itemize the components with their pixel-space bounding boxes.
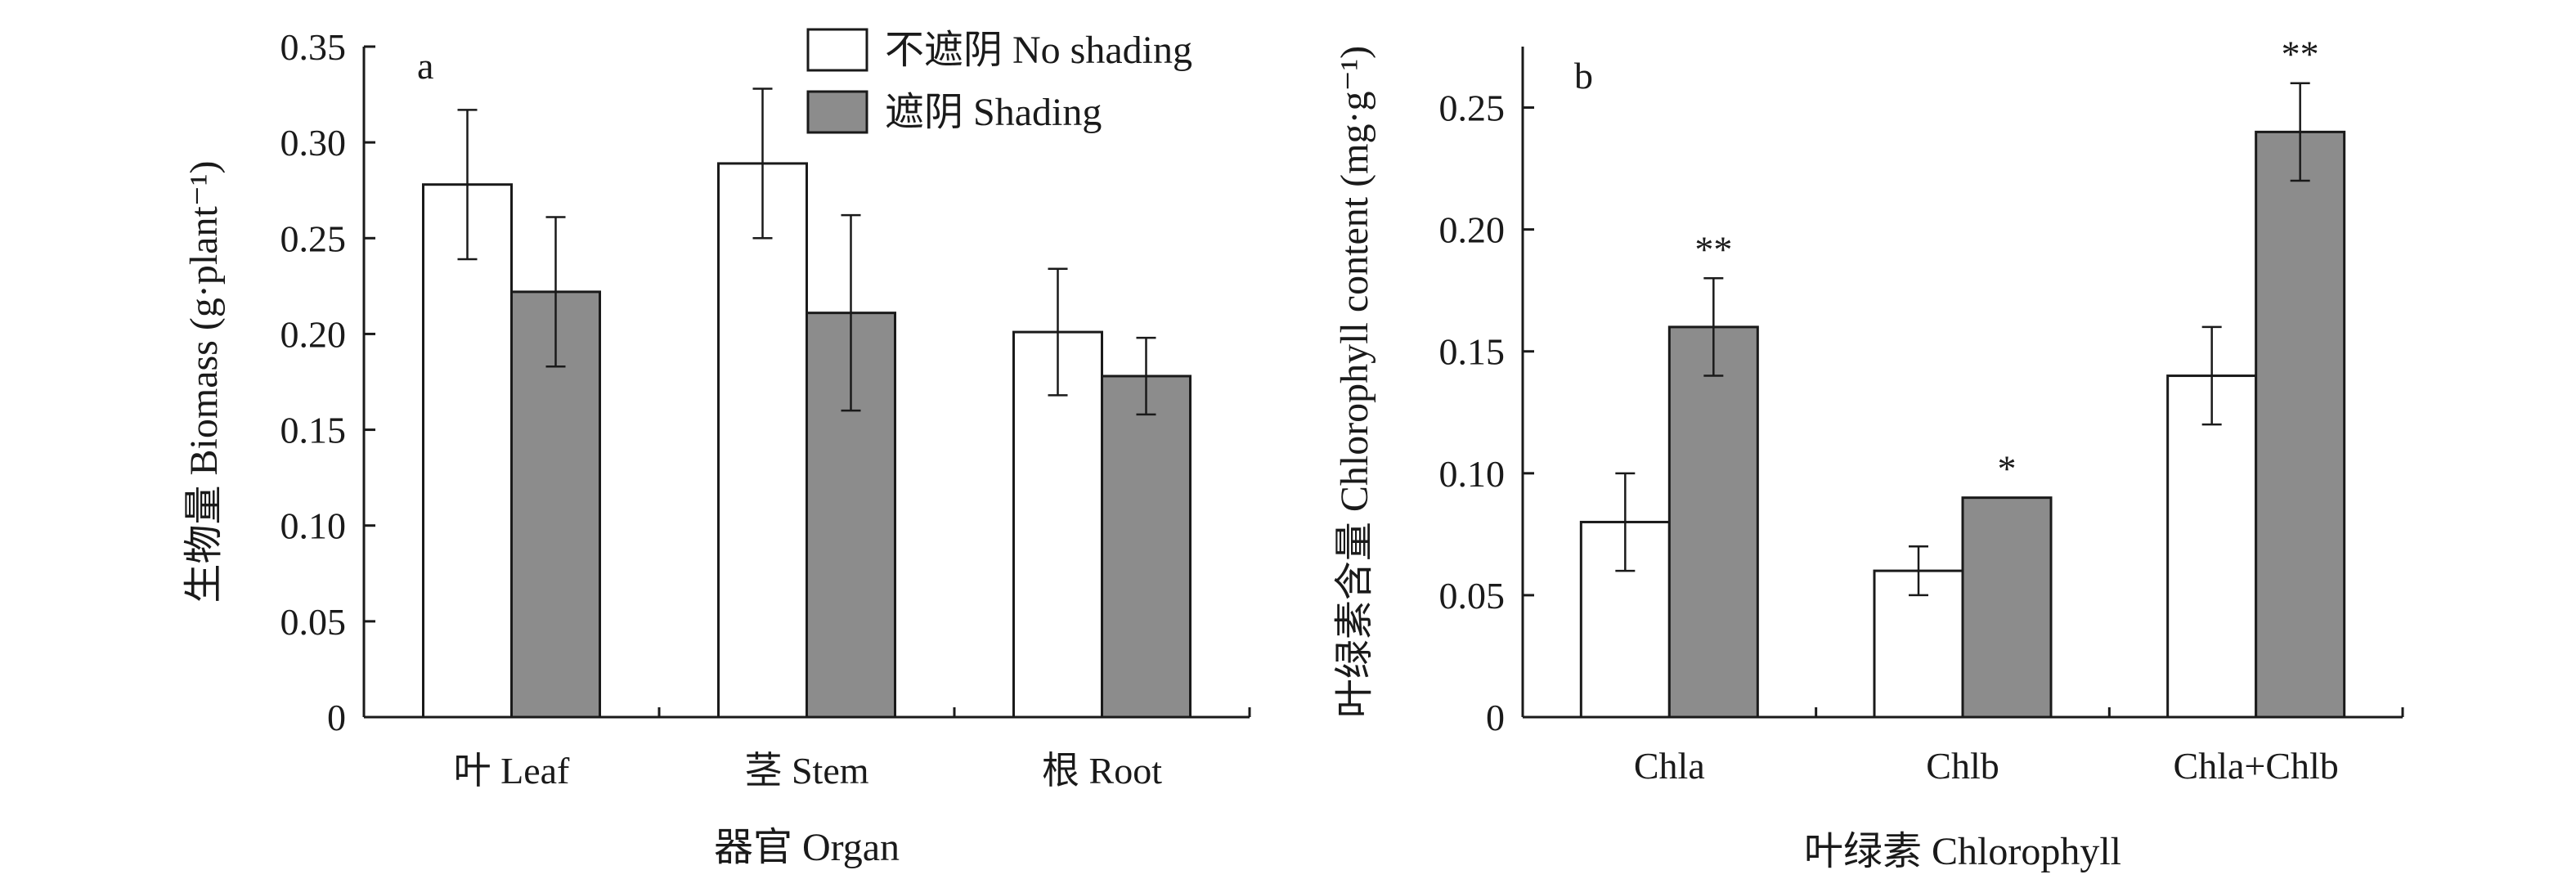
y-tick-label: 0.15 xyxy=(1439,331,1506,373)
x-tick-label: 根 Root xyxy=(1042,750,1162,792)
legend: 不遮阴 No shading 遮阴 Shading xyxy=(806,28,1192,134)
x-axis-title: 叶绿素 Chlorophyll xyxy=(1804,830,2121,873)
x-tick-label: 叶 Leaf xyxy=(454,750,570,792)
y-tick-label: 0.10 xyxy=(1439,453,1506,495)
significance-label: * xyxy=(1998,448,2017,490)
y-tick-label: 0 xyxy=(327,697,346,738)
bar-no-shading xyxy=(422,183,513,719)
y-tick-label: 0.25 xyxy=(280,218,347,259)
y-tick-label: 0.35 xyxy=(280,26,347,68)
legend-swatch xyxy=(806,90,868,134)
y-tick-label: 0.20 xyxy=(1439,209,1506,251)
panel-label: a xyxy=(417,45,433,87)
y-tick-label: 0 xyxy=(1486,697,1505,738)
x-tick-label: Chla xyxy=(1634,745,1705,787)
y-axis-title: 生物量 Biomass (g·plant⁻¹) xyxy=(182,160,226,603)
y-tick-label: 0.15 xyxy=(280,410,347,451)
y-tick-label: 0.20 xyxy=(280,313,347,355)
significance-label: ** xyxy=(1694,228,1732,270)
panel-label: b xyxy=(1574,55,1593,96)
bar-shading xyxy=(1961,496,2053,719)
y-tick-label: 0.05 xyxy=(1439,575,1506,617)
legend-label: 不遮阴 No shading xyxy=(885,29,1192,72)
panel-b-chlorophyll-chart: 0 0.05 0.10 0.15 0.20 0.25 ** Chla * Chlb ** Chla+C… xyxy=(1333,34,2404,873)
y-tick-label: 0.30 xyxy=(280,122,347,164)
y-tick-label: 0.25 xyxy=(1439,87,1506,129)
bar-no-shading xyxy=(2166,374,2258,719)
x-tick-label: Chla+Chlb xyxy=(2174,745,2339,787)
y-tick-label: 0.10 xyxy=(280,505,347,547)
bar-shading xyxy=(1667,325,1759,719)
legend-label: 遮阴 Shading xyxy=(885,91,1102,134)
legend-swatch xyxy=(806,28,868,72)
x-tick-label: Chlb xyxy=(1926,745,1999,787)
bar-shading xyxy=(1101,374,1192,719)
panel-a-biomass-chart: 0 0.05 0.10 0.15 0.20 0.25 0.30 0.35 叶 Leaf 茎 Ste… xyxy=(182,26,1251,869)
significance-label: ** xyxy=(2282,34,2319,75)
bar-no-shading xyxy=(717,162,808,719)
x-axis-title: 器官 Organ xyxy=(714,826,900,869)
bar-shading xyxy=(2255,130,2346,719)
bar-no-shading xyxy=(1012,330,1103,719)
y-tick-label: 0.05 xyxy=(280,601,347,643)
x-tick-label: 茎 Stem xyxy=(744,750,868,792)
y-axis-title: 叶绿素含量 Chlorophyll content (mg·g⁻¹) xyxy=(1333,46,1376,718)
